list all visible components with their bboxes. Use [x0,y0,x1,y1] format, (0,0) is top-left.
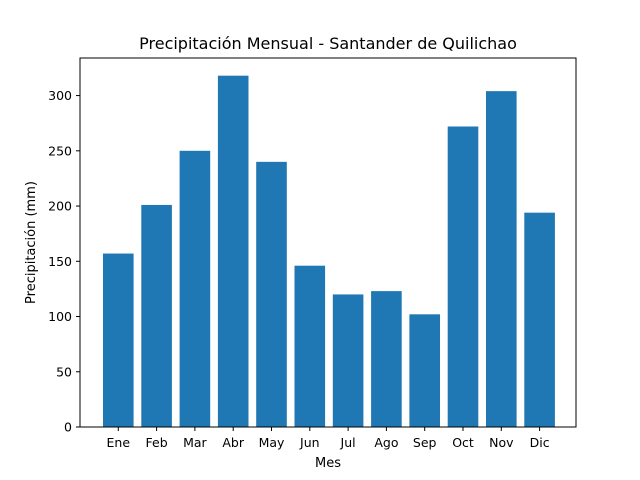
x-tick-label-abr: Abr [222,435,244,450]
x-tick-label-jul: Jul [340,435,356,450]
bars-group [103,75,555,428]
x-tick-label-sep: Sep [413,435,437,450]
y-tick-label-250: 250 [48,143,72,158]
x-tick-label-may: May [259,435,285,450]
x-tick-label-ago: Ago [374,435,398,450]
bar-jun [294,265,326,427]
bar-may [256,161,287,427]
bar-ene [103,253,134,427]
x-tick-label-oct: Oct [452,435,474,450]
bar-sep [409,314,440,427]
y-tick-label-0: 0 [64,420,72,435]
y-tick-label-200: 200 [48,199,72,214]
y-tick-label-300: 300 [48,88,72,103]
y-tick-label-100: 100 [48,309,72,324]
y-axis: 0 50 100 150 200 250 300 [48,88,80,435]
x-tick-label-ene: Ene [107,435,131,450]
x-tick-label-mar: Mar [183,435,207,450]
bar-dic [524,212,555,427]
y-axis-label: Precipitación (mm) [24,181,39,304]
y-tick-label-50: 50 [56,364,72,379]
bar-oct [447,126,479,427]
bar-mar [179,150,211,428]
chart-title: Precipitación Mensual - Santander de Qui… [139,34,517,53]
x-axis-label: Mes [315,456,341,471]
bar-nov [486,91,517,427]
y-tick-label-150: 150 [48,254,72,269]
x-tick-label-jun: Jun [299,435,320,450]
x-tick-label-nov: Nov [489,435,514,450]
bar-abr [217,75,249,428]
plot-frame [79,57,577,428]
x-tick-label-feb: Feb [146,435,168,450]
bar-ago [371,291,402,427]
bar-jul [332,294,364,427]
bar-feb [141,204,172,427]
x-axis: Ene Feb Mar Abr May Jun Jul Ago Sep Oct Nov Dic [107,427,550,450]
x-tick-label-dic: Dic [530,435,550,450]
